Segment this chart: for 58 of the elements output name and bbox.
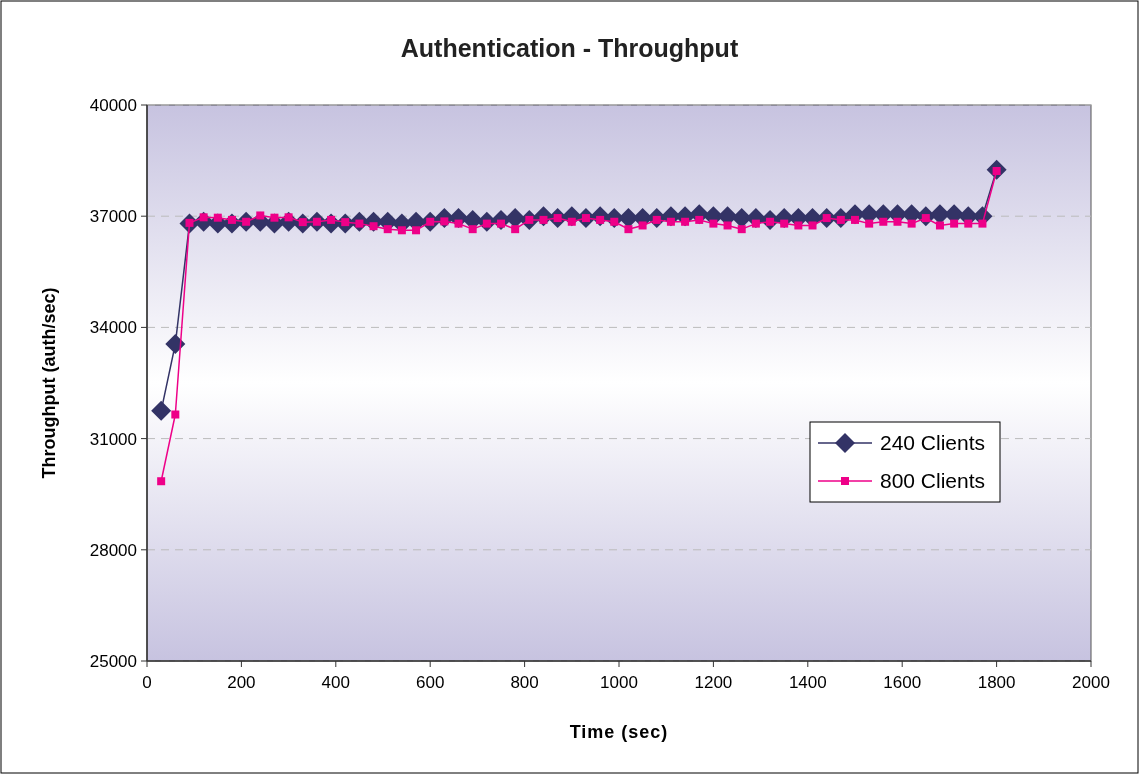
x-tick-label: 1800 (977, 673, 1016, 692)
legend-label: 800 Clients (880, 469, 986, 493)
point (865, 219, 874, 228)
point (808, 221, 817, 230)
point (978, 219, 987, 228)
y-tick-label: 28000 (89, 540, 137, 560)
x-tick-label: 200 (227, 673, 256, 692)
point (270, 213, 279, 222)
point (171, 410, 180, 419)
x-tick-label: 0 (142, 673, 152, 692)
point (935, 221, 944, 230)
legend-label: 240 Clients (880, 431, 986, 455)
y-tick-label: 31000 (89, 429, 137, 449)
point (157, 477, 166, 486)
point (412, 226, 421, 235)
point (964, 219, 973, 228)
point (879, 217, 888, 226)
point (907, 219, 916, 228)
point (780, 219, 789, 228)
point (468, 225, 477, 234)
point (213, 213, 222, 222)
x-tick-label: 400 (321, 673, 350, 692)
point (511, 225, 520, 234)
point (454, 219, 463, 228)
x-axis-title: Time (sec) (569, 722, 669, 742)
point (737, 225, 746, 234)
x-tick-label: 600 (416, 673, 445, 692)
x-tick-label: 1400 (788, 673, 827, 692)
point (369, 222, 378, 231)
x-tick-label: 1200 (694, 673, 733, 692)
x-tick-label: 800 (510, 673, 539, 692)
point (151, 400, 172, 421)
point (165, 334, 186, 355)
point (624, 225, 633, 234)
y-tick-label: 34000 (89, 318, 137, 338)
chart-title: Authentication - Throughput (400, 34, 739, 62)
point (695, 215, 704, 224)
point (709, 219, 718, 228)
x-tick-label: 1000 (600, 673, 638, 692)
point (751, 219, 760, 228)
point (383, 225, 392, 234)
point (256, 211, 265, 220)
point (666, 217, 675, 226)
x-tick-label: 2000 (1072, 673, 1110, 692)
point (567, 217, 576, 226)
point (397, 226, 406, 235)
point (681, 217, 690, 226)
point (893, 217, 902, 226)
y-tick-label: 37000 (89, 207, 137, 227)
point (794, 221, 803, 230)
y-tick-label: 40000 (89, 95, 137, 115)
point (723, 221, 732, 230)
point (851, 215, 859, 224)
point (638, 221, 647, 230)
point (950, 219, 959, 228)
y-axis-title: Throughput (auth/sec) (39, 287, 59, 479)
y-tick-label: 25000 (89, 651, 137, 671)
x-tick-label: 1600 (883, 673, 922, 692)
